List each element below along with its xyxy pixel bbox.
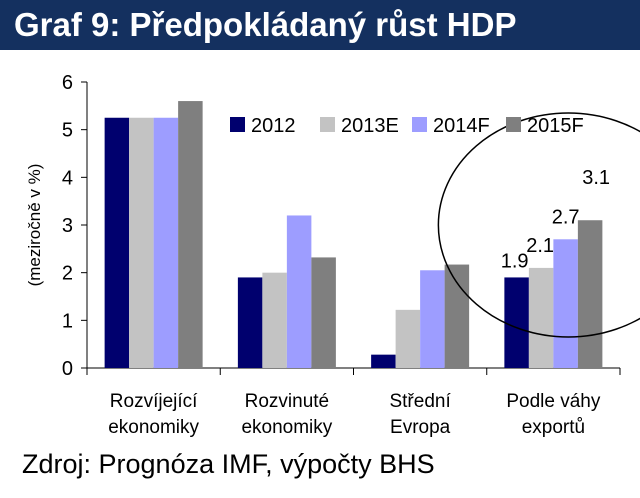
bar (178, 101, 203, 369)
x-tick-label: Střední (389, 391, 451, 412)
bar (553, 239, 578, 368)
x-tick-label: Evropa (390, 417, 451, 438)
bar (444, 264, 470, 368)
bar (528, 267, 554, 368)
highlight-ellipse (437, 112, 640, 338)
bar-chart: 0 1 2 3 4 5 6 (meziročně v %) Rozvíjející ekonom… (25, 72, 640, 438)
bar (104, 117, 130, 368)
y-tick-label: 0 (62, 358, 73, 380)
source-note: Zdroj: Prognóza IMF, výpočty BHS (22, 449, 435, 479)
legend-label: 2015F (527, 115, 584, 137)
x-tick-label: Rozvíjející (110, 391, 198, 412)
y-tick-label: 6 (62, 72, 73, 94)
bar (262, 272, 287, 368)
chart-axes: 0 1 2 3 4 5 6 (meziročně v %) (25, 72, 621, 380)
chart-labels: Rozvíjející ekonomiky Rozvinuté ekonomiky St… (108, 112, 640, 438)
legend-swatch (230, 117, 245, 132)
legend-swatch (412, 117, 427, 132)
legend-swatch (320, 117, 335, 132)
data-label: 2.1 (526, 235, 554, 257)
legend-label: 2013E (341, 115, 399, 137)
bar (577, 220, 603, 368)
x-tick-label: ekonomiky (108, 417, 199, 438)
legend-swatch (506, 117, 521, 132)
data-label: 2.7 (552, 206, 580, 228)
bar (237, 277, 263, 368)
x-tick-label: Rozvinuté (245, 391, 330, 412)
bar (286, 215, 312, 368)
x-tick-label: Podle váhy (506, 391, 601, 412)
legend-label: 2014F (433, 115, 490, 137)
bar (504, 277, 529, 368)
y-tick-label: 2 (62, 263, 73, 285)
data-label: 3.1 (582, 167, 610, 189)
bar (311, 257, 336, 368)
data-label: 1.9 (501, 250, 529, 272)
bar (129, 117, 154, 368)
chart-title: Graf 9: Předpokládaný růst HDP (0, 0, 640, 50)
x-tick-label: exportů (522, 417, 585, 438)
x-tick-label: ekonomiky (241, 417, 332, 438)
chart-bars (104, 101, 603, 369)
bar (395, 309, 421, 368)
bar (153, 117, 179, 368)
y-tick-label: 1 (62, 310, 73, 332)
y-axis-title: (meziročně v %) (25, 164, 44, 287)
chart-legend: 2012 2013E 2014F 2015F (230, 115, 584, 137)
bar (371, 354, 396, 368)
y-tick-label: 3 (62, 215, 73, 237)
legend-label: 2012 (251, 115, 296, 137)
y-tick-label: 5 (62, 120, 73, 142)
y-tick-label: 4 (62, 167, 73, 189)
bar (420, 270, 445, 368)
